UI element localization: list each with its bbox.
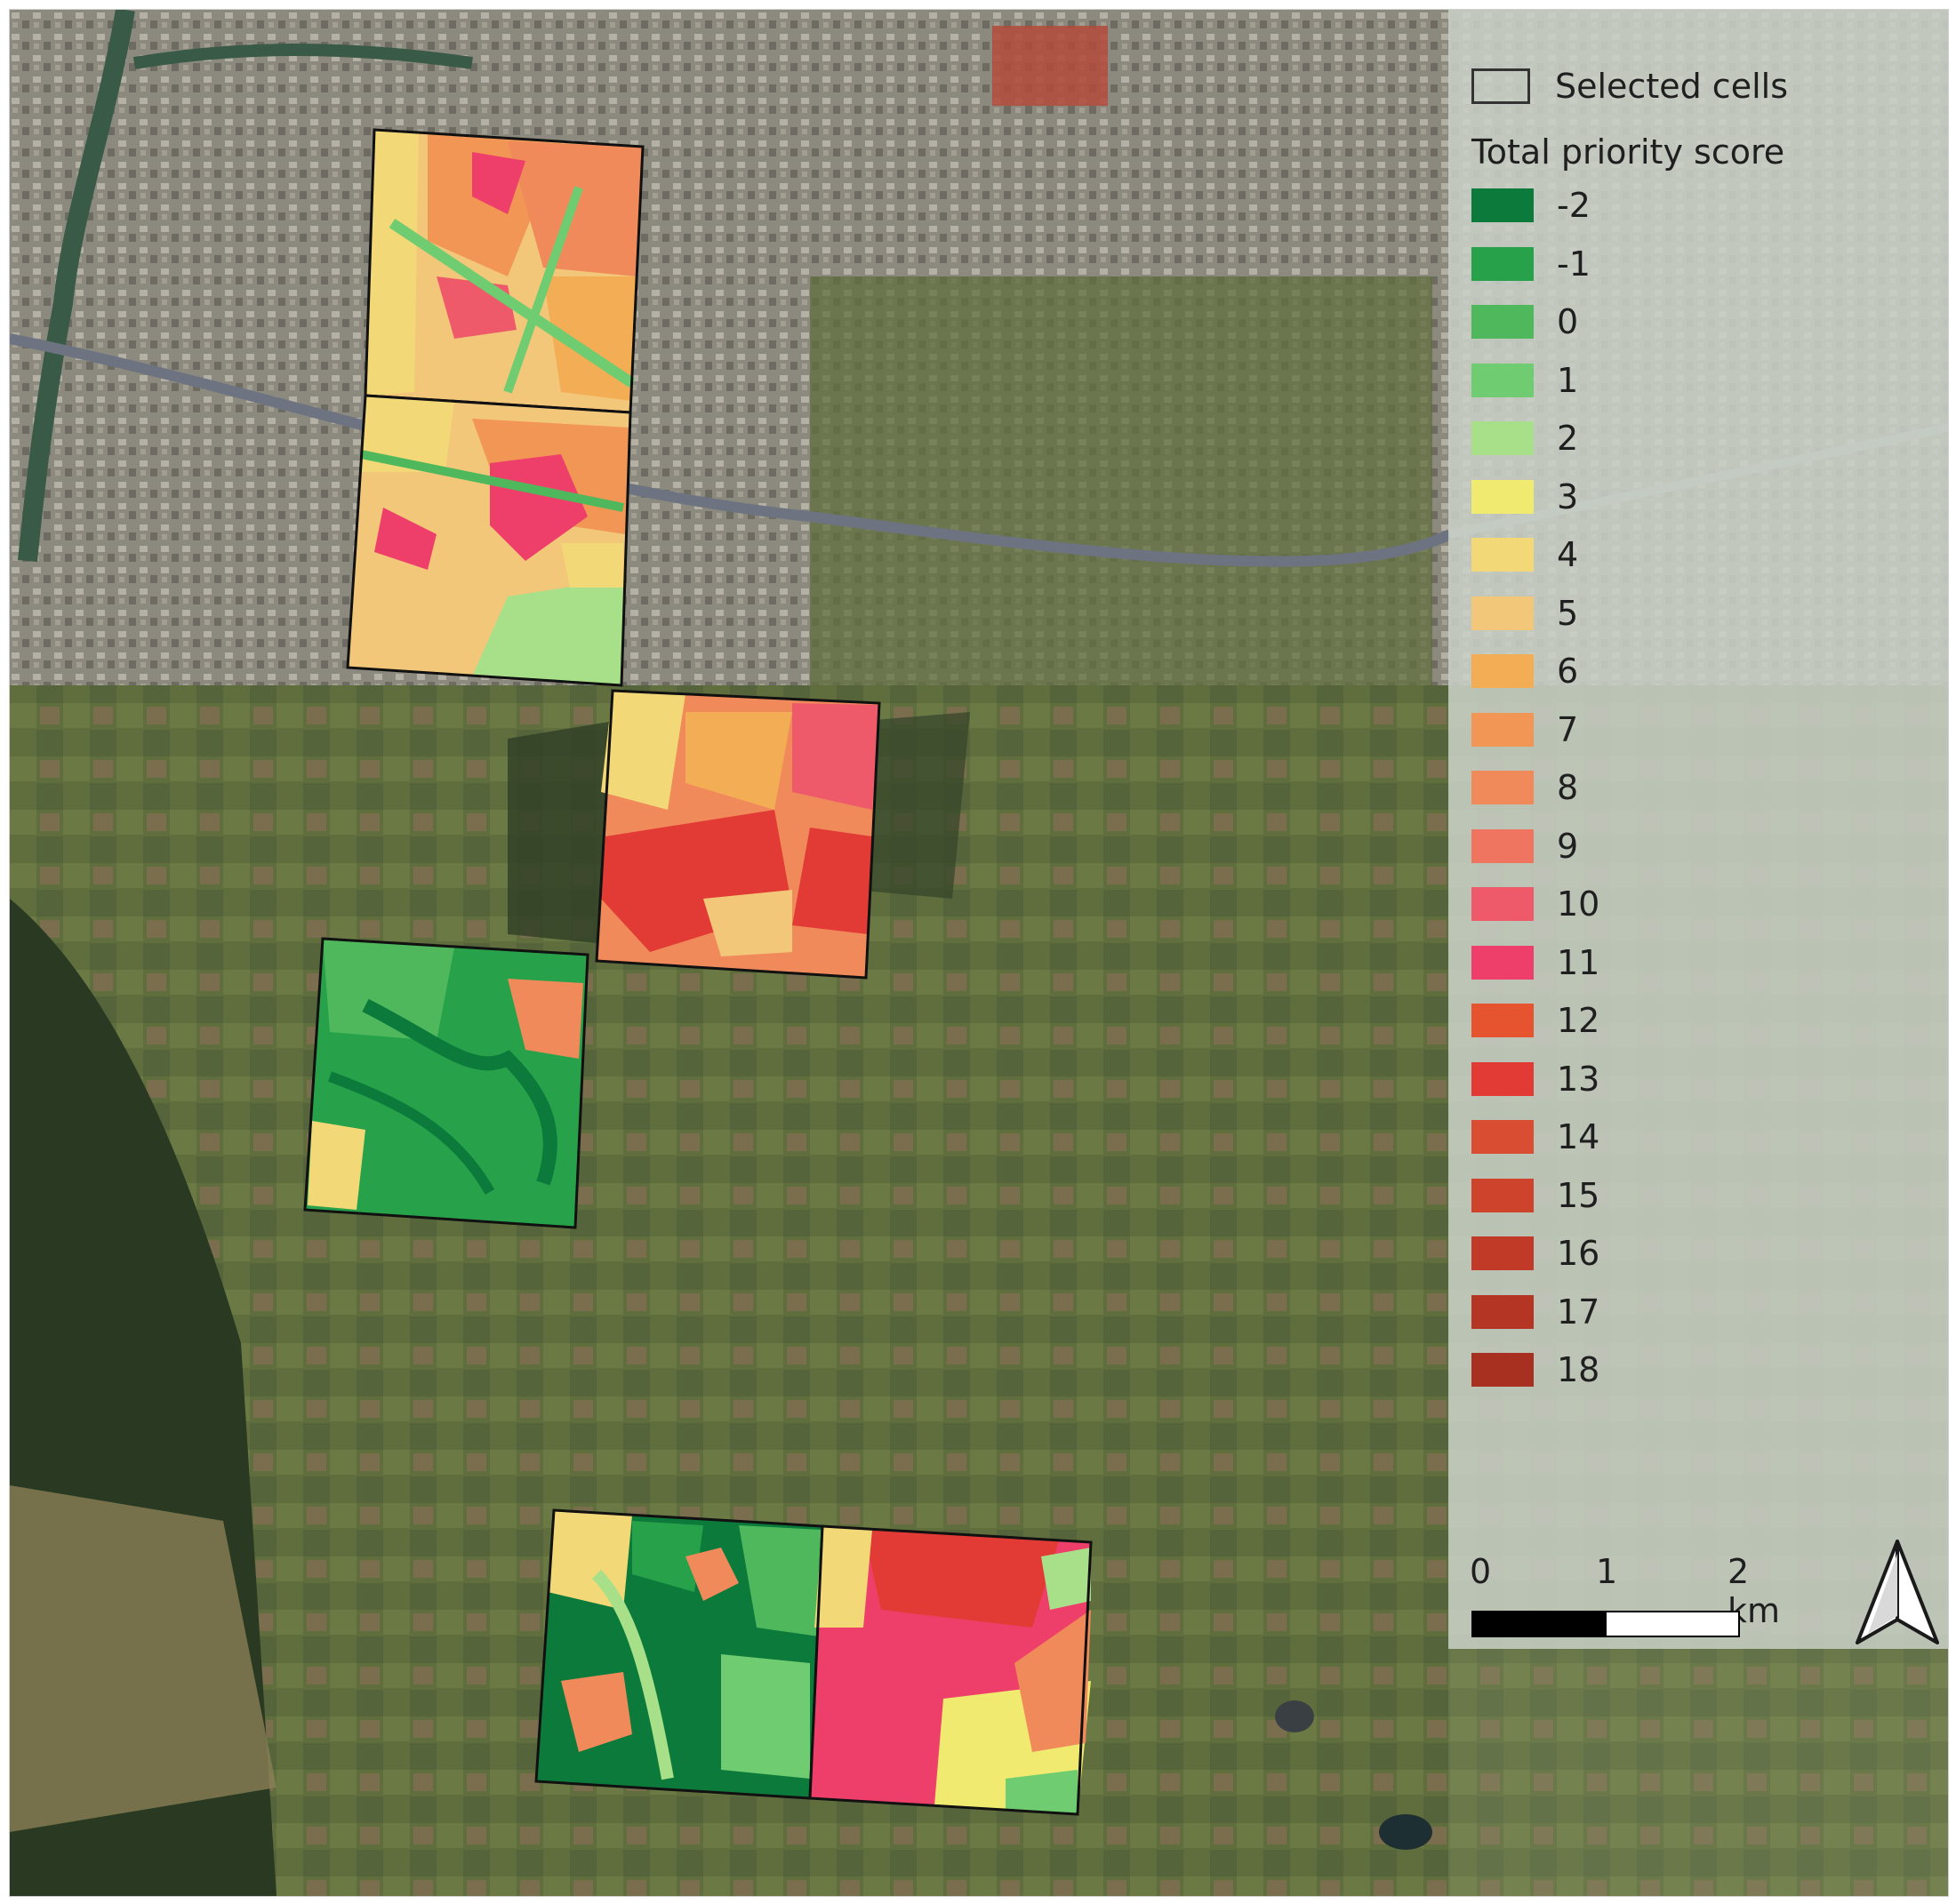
legend-item: 13 bbox=[1471, 1061, 1599, 1097]
legend-label: 4 bbox=[1557, 535, 1579, 574]
legend-label: 13 bbox=[1557, 1059, 1600, 1099]
legend-swatch bbox=[1471, 945, 1534, 980]
selected-cells-legend-item: Selected cells bbox=[1471, 65, 1788, 108]
legend-item: -1 bbox=[1471, 246, 1591, 282]
legend-label: 6 bbox=[1557, 652, 1579, 691]
selected-cell-b bbox=[346, 394, 632, 687]
legend-swatch bbox=[1471, 654, 1534, 688]
legend-swatch bbox=[1471, 538, 1534, 572]
legend-item: 4 bbox=[1471, 537, 1578, 572]
scale-tick-1: 1 bbox=[1596, 1552, 1618, 1591]
legend-swatch bbox=[1471, 1178, 1534, 1212]
legend-item: 17 bbox=[1471, 1294, 1599, 1330]
scale-segment-white bbox=[1605, 1611, 1740, 1637]
legend-item: 0 bbox=[1471, 304, 1578, 340]
legend-label: -1 bbox=[1557, 244, 1591, 284]
scale-tick-0: 0 bbox=[1470, 1552, 1492, 1591]
selected-cells-swatch bbox=[1471, 68, 1530, 104]
legend-item: 2 bbox=[1471, 420, 1578, 456]
legend-label: 7 bbox=[1557, 709, 1579, 749]
legend-label: 3 bbox=[1557, 476, 1579, 516]
legend-label: 0 bbox=[1557, 302, 1579, 341]
legend-swatch bbox=[1471, 1120, 1534, 1154]
legend-swatch bbox=[1471, 246, 1534, 281]
legend-swatch bbox=[1471, 596, 1534, 630]
legend-swatch bbox=[1471, 188, 1534, 222]
legend-item: 1 bbox=[1471, 363, 1578, 398]
legend-label: 2 bbox=[1557, 419, 1579, 458]
legend-label: 5 bbox=[1557, 593, 1579, 633]
legend-label: 16 bbox=[1557, 1234, 1600, 1273]
legend-swatch bbox=[1471, 712, 1534, 747]
legend-item: 18 bbox=[1471, 1352, 1599, 1388]
selected-cell-f bbox=[808, 1524, 1093, 1816]
map-view[interactable]: Selected cells Total priority score -2 -1… bbox=[9, 9, 1949, 1897]
legend-swatch bbox=[1471, 479, 1534, 514]
selected-cell-d bbox=[303, 937, 589, 1229]
legend-label: 12 bbox=[1557, 1001, 1600, 1040]
north-arrow-icon bbox=[1856, 1540, 1939, 1644]
legend-label: 17 bbox=[1557, 1292, 1600, 1332]
legend-swatch bbox=[1471, 1294, 1534, 1329]
legend-item: 10 bbox=[1471, 886, 1599, 922]
legend-label: 14 bbox=[1557, 1117, 1600, 1156]
legend-label: 15 bbox=[1557, 1175, 1600, 1215]
legend-panel: Selected cells Total priority score -2 -1… bbox=[1448, 10, 1948, 1649]
legend-item: 7 bbox=[1471, 712, 1578, 748]
legend-swatch bbox=[1471, 1236, 1534, 1270]
legend-title: Total priority score bbox=[1471, 132, 1785, 172]
legend-swatch bbox=[1471, 1061, 1534, 1096]
legend-item: 16 bbox=[1471, 1236, 1599, 1271]
legend-label: 18 bbox=[1557, 1350, 1600, 1389]
selected-cell-e bbox=[534, 1508, 824, 1800]
legend-swatch bbox=[1471, 887, 1534, 921]
legend-item: 14 bbox=[1471, 1119, 1599, 1155]
legend-item: 15 bbox=[1471, 1178, 1599, 1213]
legend-item: 9 bbox=[1471, 828, 1578, 864]
selected-cell-a bbox=[364, 128, 645, 414]
legend-label: 11 bbox=[1557, 942, 1600, 982]
legend-label: 1 bbox=[1557, 360, 1579, 400]
legend-swatch bbox=[1471, 305, 1534, 339]
legend-swatch bbox=[1471, 363, 1534, 397]
legend-swatch bbox=[1471, 771, 1534, 804]
legend-item: 11 bbox=[1471, 945, 1599, 980]
scale-segment-black bbox=[1471, 1611, 1605, 1637]
legend-swatch bbox=[1471, 421, 1534, 455]
legend-label: -2 bbox=[1557, 186, 1591, 225]
legend-item: 3 bbox=[1471, 479, 1578, 515]
legend-swatch bbox=[1471, 828, 1534, 863]
selected-cell-c bbox=[595, 689, 881, 980]
legend-item: 12 bbox=[1471, 1003, 1599, 1038]
legend-label: 9 bbox=[1557, 826, 1579, 866]
legend-item: 6 bbox=[1471, 653, 1578, 689]
legend-item: 8 bbox=[1471, 770, 1578, 805]
legend-swatch bbox=[1471, 1004, 1534, 1037]
legend-label: 10 bbox=[1557, 884, 1600, 924]
legend-swatch bbox=[1471, 1353, 1534, 1387]
legend-item: 5 bbox=[1471, 596, 1578, 631]
legend-item: -2 bbox=[1471, 188, 1591, 223]
legend-label: 8 bbox=[1557, 768, 1579, 807]
selected-cells-label: Selected cells bbox=[1555, 67, 1788, 106]
